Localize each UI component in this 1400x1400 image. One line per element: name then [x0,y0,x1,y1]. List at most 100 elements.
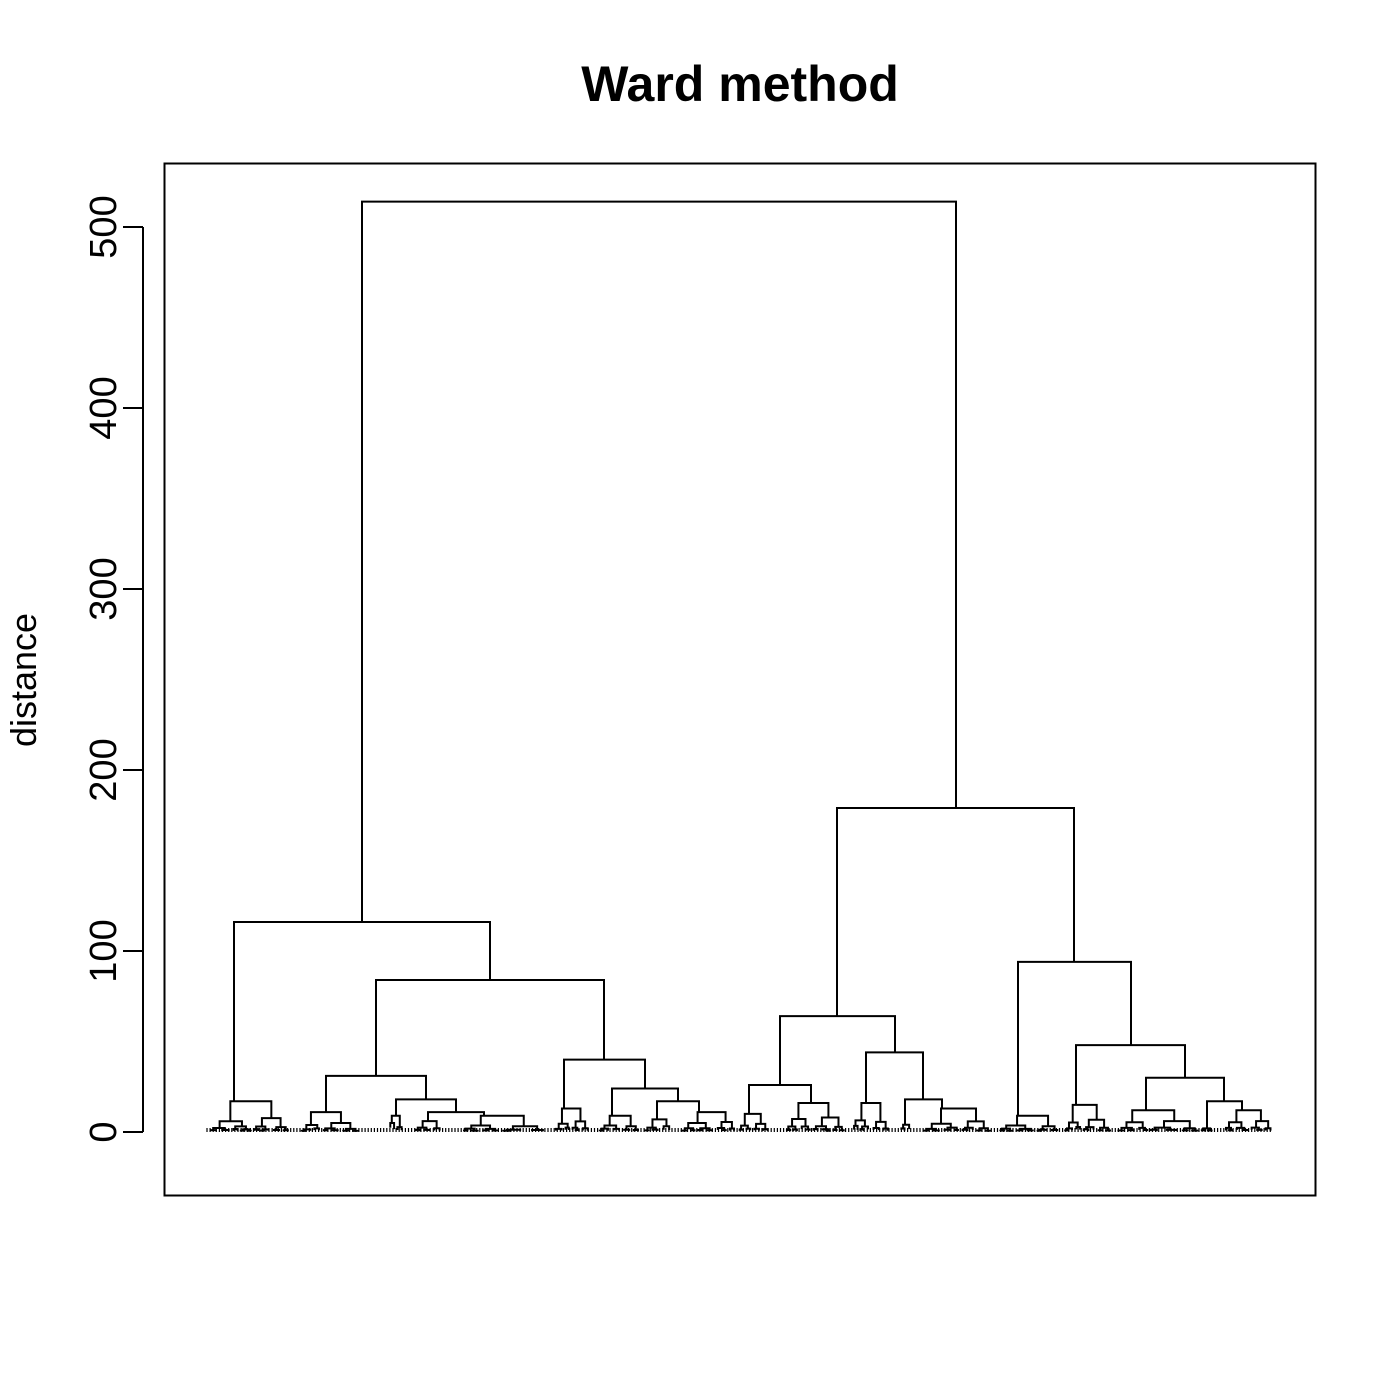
right-cluster-link [836,807,1075,1017]
root-link [361,200,957,923]
dendrogram-link [421,1120,438,1129]
dendrogram-link [904,1098,943,1125]
dendrogram-link [557,1122,569,1129]
dendrogram-link [305,1124,319,1130]
dendrogram-link [651,1118,668,1128]
dendrogram-link [611,1087,679,1116]
dendrogram-link [966,1120,985,1129]
y-axis: 0 100 200 300 400 500 [83,195,144,1143]
dendrogram-link [395,1098,457,1116]
dendrogram-link [554,1127,563,1131]
dendrogram-link [389,1122,396,1130]
dendrogram-link [820,1116,840,1127]
dendrogram-link [656,1100,700,1120]
dendrogram-link [470,1129,479,1132]
dendrogram-link [1041,1125,1056,1130]
right-right-link [1017,960,1132,1116]
dendrogram-link [330,1122,352,1129]
dendrogram-link [740,1124,749,1130]
dendrogram-link [608,1114,632,1127]
dendrogram-link [275,1126,287,1131]
dendrogram-link [1163,1120,1191,1129]
dendrogram-link [1087,1118,1106,1128]
dendrogram-link [1255,1120,1270,1129]
dendrogram-link [861,1125,869,1130]
dendrogram-link [625,1125,637,1130]
dendrogram-link [696,1111,727,1124]
dendrogram-link [603,1124,618,1129]
dendrogram-link [748,1083,812,1114]
dendrogram-link [875,1120,887,1129]
dendrogram-link [342,1129,350,1132]
y-axis-label: distance [3,613,44,747]
dendrogram-link [1228,1121,1243,1128]
dendrogram-link [814,1125,827,1130]
dendrogram-link [1206,1100,1243,1129]
dendrogram-link [427,1111,485,1122]
dendrogram-link [1005,1124,1027,1129]
dendrogram-link [651,1128,659,1131]
dendrogram-link [309,1111,342,1126]
dendrogram-link [1131,1109,1176,1123]
dendrogram-link [218,1120,243,1128]
dendrogram-link [300,1129,307,1132]
dendrogram-link [1235,1126,1246,1131]
y-tick-label: 400 [83,376,125,439]
y-tick-label: 200 [83,738,125,801]
dendrogram-link [511,1125,539,1130]
dendrogram-link [940,1107,978,1124]
dendrogram-link [1075,1126,1082,1130]
dendrogram-link [470,1124,492,1129]
dendrogram-link [234,1125,247,1130]
dendrogram-link [687,1122,707,1129]
dendrogram-link [272,1129,281,1132]
dendrogram-link [1026,1129,1034,1132]
dendrogram-link [564,1126,570,1130]
dendrogram-link [1149,1128,1158,1132]
plot-frame [163,162,1317,1197]
dendrogram-link [1256,1128,1263,1132]
dendrogram-link [860,1102,882,1122]
dendrogram-link [1016,1114,1050,1127]
dendrogram-link [1181,1129,1189,1132]
right-left-link [779,1015,896,1085]
left-mid-link [325,1074,427,1113]
dendrogram-link [396,1126,403,1131]
dendrogram-link [854,1119,866,1127]
dendrogram-link [853,1124,859,1130]
right-inner-sub-link [1145,1076,1225,1111]
dendrogram-link [720,1121,733,1129]
dendrogram-link [232,1128,239,1131]
dendrogram-link [1153,1126,1172,1130]
dendrogram-link [574,1120,587,1129]
dendrogram-link [930,1122,952,1129]
left-end-link [563,1058,646,1109]
dendrogram-link [623,1128,631,1131]
dendrogram-link [755,1122,767,1130]
dendrogram-link [791,1117,807,1127]
dendrogram-tree [206,200,1272,1132]
dendrogram-link [834,1125,843,1131]
dendrogram-link [859,1128,865,1131]
dendrogram-link [1224,1126,1232,1131]
y-tick-label: 0 [83,1121,125,1142]
dendrogram-link [322,1129,329,1132]
chart-title: Ward method [581,56,899,112]
dendrogram-link [1191,1129,1199,1132]
dendrogram-link [1071,1103,1098,1123]
y-tick-label: 300 [83,557,125,620]
dendrogram-link [865,1051,924,1104]
dendrogram-link [797,1102,830,1119]
dendrogram-link [1241,1129,1249,1132]
dendrogram-link [1067,1121,1079,1129]
dendrogram-link [800,1125,810,1130]
dendrogram-link [1125,1121,1144,1128]
dendrogram-link [560,1107,582,1124]
dendrogram-link [479,1114,525,1127]
right-inner-link [1075,1044,1186,1105]
dendrogram-link [600,1127,609,1131]
dendrogram-link [255,1125,267,1130]
dendrogram-link [804,1128,811,1131]
dendrogram-link [787,1125,797,1131]
